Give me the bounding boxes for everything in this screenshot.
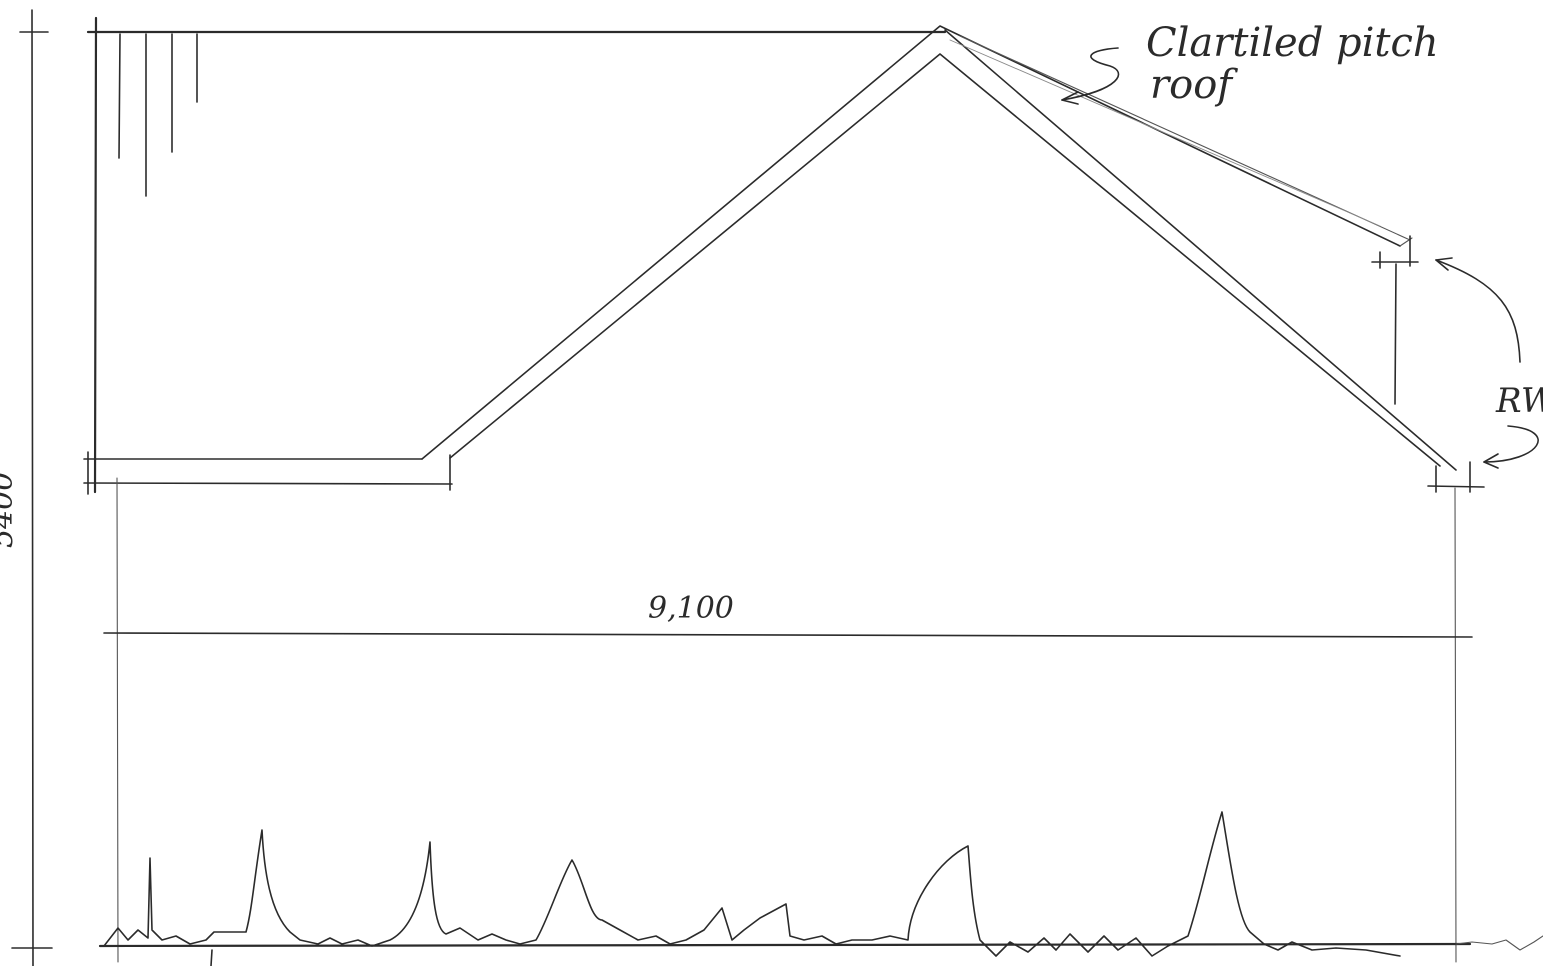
- flat-roof-slab: [83, 451, 453, 495]
- ground-line: [98, 942, 1472, 948]
- rw-arrow-lower: [1483, 425, 1539, 469]
- roof-note-line1: Clartiled pitch: [1146, 20, 1439, 66]
- height-dimension-label: 5400: [0, 472, 20, 548]
- left-wall-line: [93, 16, 98, 494]
- rw-note-label: RW: [1495, 381, 1543, 421]
- wall-lines: [116, 477, 1457, 963]
- height-dimension-line: [11, 9, 53, 966]
- pitched-roof: [421, 25, 1457, 471]
- ground-tick-left: [210, 949, 213, 966]
- lower-gutter-detail: [1427, 461, 1485, 493]
- landscape-outline: [103, 811, 1401, 957]
- rw-arrow-upper: [1435, 257, 1521, 363]
- upper-gutter-detail: [1371, 235, 1419, 405]
- landscape-outline-right: [1455, 935, 1543, 951]
- width-dimension-label: 9,100: [648, 591, 734, 626]
- width-dimension-line: [103, 632, 1473, 638]
- roof-note-arrow: [1061, 47, 1120, 105]
- roof-note-line2: roof: [1150, 62, 1238, 108]
- wall-hatch-marks: [118, 33, 198, 197]
